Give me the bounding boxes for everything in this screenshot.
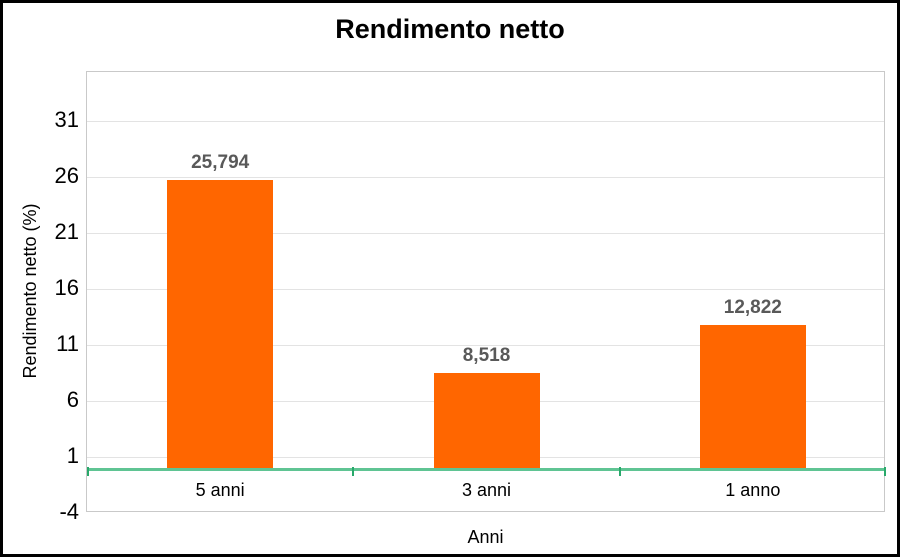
y-tick-label: -4 [59, 499, 79, 524]
x-axis-title: Anni [467, 527, 504, 547]
y-tick-label: 6 [66, 387, 79, 413]
y-tick-label: 11 [56, 331, 79, 357]
bar-value-label: 8,518 [462, 344, 511, 366]
zero-axis-line [87, 468, 884, 472]
category-label: 1 anno [725, 480, 781, 501]
gridline [87, 232, 884, 234]
y-tick-label: 1 [66, 443, 79, 469]
gridline [87, 120, 884, 122]
bar-value-label: 25,794 [191, 151, 250, 173]
gridline [87, 176, 884, 178]
gridline [87, 288, 884, 290]
gridline [87, 344, 884, 346]
bar [167, 179, 274, 469]
chart-title: Rendimento netto [335, 14, 565, 44]
y-tick-label: 16 [54, 275, 79, 301]
zero-axis-tick [352, 467, 355, 477]
bar-value-label: 12,822 [723, 296, 782, 318]
category-label: 3 anni [461, 480, 512, 501]
y-tick-label: 21 [54, 219, 79, 245]
y-tick-label: 31 [54, 107, 79, 133]
zero-axis-tick [87, 467, 89, 477]
bar [433, 372, 540, 469]
zero-axis-tick [618, 467, 621, 477]
zero-axis-tick [884, 467, 886, 477]
plot-area: 25,794 5 anni 8,518 3 anni 12,822 1 anno [86, 71, 886, 512]
y-tick-label: 26 [54, 163, 79, 189]
category-label: 5 anni [195, 480, 245, 501]
bar [699, 324, 806, 469]
